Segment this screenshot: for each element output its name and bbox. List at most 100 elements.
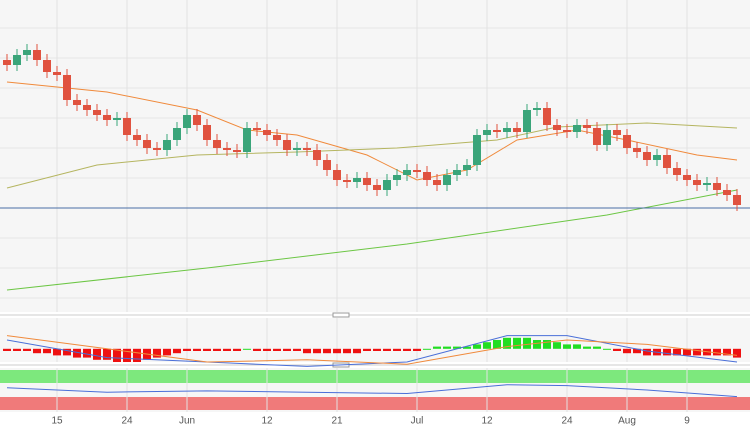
overbought-band <box>0 370 750 383</box>
macd-bar <box>613 348 621 351</box>
macd-bar <box>93 348 101 360</box>
candle-body <box>73 100 81 105</box>
macd-bar <box>583 346 591 349</box>
candle-body <box>683 175 691 180</box>
macd-bar <box>333 348 341 354</box>
macd-line <box>6 335 738 367</box>
macd-bar <box>403 348 411 351</box>
candle-body <box>463 165 471 170</box>
candle-body <box>483 130 491 135</box>
macd-line <box>6 335 738 365</box>
candle-body <box>623 135 631 148</box>
candle-body <box>343 180 351 182</box>
candle-body <box>423 172 431 180</box>
candle-body <box>43 60 51 72</box>
candle-body <box>293 148 301 150</box>
candle-body <box>213 140 221 148</box>
candle-body <box>183 115 191 128</box>
macd-bar <box>83 348 91 358</box>
macd-bar <box>43 348 51 354</box>
x-tick-label: 9 <box>684 416 690 427</box>
macd-bar <box>673 348 681 356</box>
candle-body <box>593 128 601 145</box>
x-tick-label: 15 <box>51 416 63 427</box>
macd-bar <box>413 348 421 351</box>
candle-body <box>383 180 391 190</box>
candle-body <box>643 152 651 160</box>
macd-bar <box>693 348 701 356</box>
macd-bar <box>303 348 311 354</box>
macd-bar <box>533 340 541 349</box>
macd-bar <box>133 348 141 362</box>
candle-body <box>533 108 541 110</box>
macd-bar <box>313 348 321 354</box>
candle-body <box>113 118 121 120</box>
oversold-band <box>0 397 750 410</box>
macd-bar <box>443 346 451 349</box>
macd-bar <box>213 348 221 351</box>
macd-bar <box>683 348 691 356</box>
macd-bar <box>513 337 521 349</box>
macd-bar <box>523 337 531 349</box>
candle-body <box>163 140 171 150</box>
macd-bar <box>483 342 491 349</box>
macd-bar <box>103 348 111 360</box>
macd-bar <box>73 348 81 358</box>
candle-body <box>633 148 641 152</box>
candle-body <box>103 115 111 120</box>
candle-body <box>573 125 581 132</box>
candle-body <box>663 155 671 168</box>
macd-bar <box>723 348 731 356</box>
candle-body <box>153 148 161 150</box>
candle-body <box>393 175 401 180</box>
macd-panel <box>0 318 750 362</box>
candle-body <box>13 55 21 65</box>
macd-bar <box>173 348 181 354</box>
candle-body <box>503 128 511 132</box>
candle-body <box>33 50 41 60</box>
candle-body <box>443 175 451 185</box>
macd-bar <box>253 348 261 351</box>
macd-bar <box>563 344 571 349</box>
candle-body <box>93 110 101 115</box>
candle-body <box>333 170 341 180</box>
macd-bar <box>663 348 671 356</box>
candle-body <box>263 130 271 135</box>
candle-body <box>363 178 371 185</box>
candle-body <box>493 130 501 132</box>
macd-bar <box>383 348 391 351</box>
candle-body <box>553 125 561 130</box>
macd-bar <box>243 348 251 350</box>
macd-bar <box>153 348 161 358</box>
macd-bar <box>423 348 431 350</box>
macd-bar <box>353 348 361 354</box>
candle-body <box>473 135 481 165</box>
macd-bar <box>113 348 121 362</box>
candle-body <box>413 170 421 172</box>
candle-body <box>223 148 231 150</box>
candle-body <box>3 60 11 65</box>
macd-bar <box>223 348 231 351</box>
candle-body <box>703 183 711 185</box>
candle-body <box>653 155 661 160</box>
candle-body <box>713 183 721 190</box>
macd-bar <box>293 348 301 351</box>
candle-body <box>143 140 151 148</box>
macd-bar <box>453 346 461 349</box>
x-tick-label: Jun <box>179 416 195 427</box>
macd-bar <box>273 348 281 351</box>
macd-bar <box>733 348 741 358</box>
x-tick-label: 12 <box>261 416 273 427</box>
candle-body <box>203 125 211 140</box>
macd-bar <box>473 344 481 349</box>
candle-body <box>543 108 551 125</box>
macd-bar <box>123 348 131 362</box>
candle-body <box>563 130 571 132</box>
panel-handle[interactable] <box>332 312 350 318</box>
rsi-line <box>6 384 738 398</box>
macd-bar <box>393 348 401 351</box>
candle-body <box>243 128 251 152</box>
macd-bar <box>713 348 721 356</box>
candle-body <box>283 140 291 150</box>
